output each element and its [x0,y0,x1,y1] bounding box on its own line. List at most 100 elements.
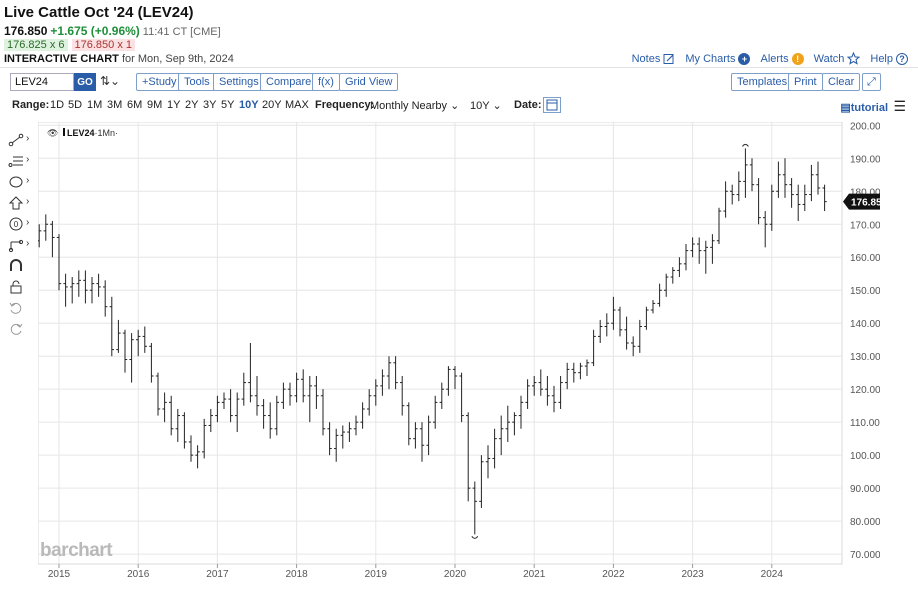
eye-icon[interactable]: 👁 [47,128,59,138]
ohlc-bar [439,382,444,409]
notes-label: Notes [631,52,661,65]
bid-ask: 176.825 x 6 176.850 x 1 [4,39,139,51]
range-2y[interactable]: 2Y [185,99,199,111]
y-tick-label: 180.000 [850,187,880,198]
notes-link[interactable]: Notes [632,52,676,65]
ohlc-bar [611,296,616,330]
compare-button[interactable]: Compare [260,73,318,91]
frequency-value: Monthly Nearby [370,100,448,112]
x-tick-label: 2021 [523,569,546,580]
templates-button[interactable]: Templates [731,73,794,91]
ohlc-bar [749,158,755,192]
redo-tool[interactable] [6,321,34,339]
ohlc-bar [644,306,649,330]
period-value: 10Y [470,100,490,112]
sort-icon[interactable]: ⇅⌄ [100,74,121,88]
range-9m[interactable]: 9M [147,99,163,111]
fib-lines-icon [8,156,23,167]
chart-toolbar: GO ⇅⌄ +Study Tools Settings Compare f(x)… [0,67,918,93]
magnet-icon [10,259,22,271]
grid-view-button[interactable]: Grid View [339,73,399,91]
ohlc-bar [697,237,702,264]
range-label: Range: [12,99,50,111]
pencil-icon [663,53,674,64]
lock-icon [10,280,22,294]
ohlc-bar [518,395,524,429]
range-1m[interactable]: 1M [87,99,103,111]
undo-icon [9,302,22,314]
alerts-link[interactable]: Alerts ! [760,52,804,65]
ohlc-bar [155,372,161,416]
ohlc-bar [723,181,728,218]
ohlc-bar [716,207,722,245]
ohlc-bar [367,389,372,416]
undo-tool[interactable] [6,300,34,318]
ohlc-bar [360,402,365,429]
magnet-tool[interactable] [6,258,34,276]
range-10y[interactable]: 10Y [239,99,259,111]
settings-button[interactable]: Settings [213,73,265,91]
y-tick-label: 190.000 [850,154,880,165]
ohlc-bar [142,326,147,353]
range-5d[interactable]: 5D [68,99,83,111]
fx-button[interactable]: f(x) [312,73,340,91]
x-tick-label: 2017 [206,569,229,580]
range-1y[interactable]: 1Y [167,99,181,111]
measure-tool[interactable]: › [6,237,34,255]
range-20y[interactable]: 20Y [262,99,282,111]
symbol-input[interactable] [10,73,74,91]
ohlc-bar [525,379,530,409]
ohlc-bar [631,336,636,357]
ohlc-bar [485,445,491,479]
watch-link[interactable]: Watch [814,52,861,65]
range-6m[interactable]: 6M [127,99,143,111]
fib-tool[interactable]: › [6,153,34,171]
line-tool[interactable]: › [6,132,34,150]
lock-tool[interactable] [6,279,34,297]
ohlc-bar [650,300,656,314]
mycharts-label: My Charts [685,52,736,65]
alert-icon: ! [791,52,804,65]
last-price: 176.850 [4,24,48,38]
price-chart[interactable]: 70.000 80.000 90.000 100.000 110.000 120.000 1… [37,121,888,584]
range-3y[interactable]: 3Y [203,99,217,111]
ohlc-bar [591,329,596,367]
period-select[interactable]: 10Y ⌄ [470,99,502,112]
mycharts-link[interactable]: My Charts + [685,52,751,65]
annotation-tool[interactable]: 0 › [6,216,34,234]
range-max[interactable]: MAX [285,99,309,111]
ohlc-bar [188,435,194,462]
range-5y[interactable]: 5Y [221,99,235,111]
ohlc-bar [109,296,114,357]
calendar-icon[interactable] [543,97,561,113]
range-3m[interactable]: 3M [107,99,123,111]
y-tick-label: 130.000 [850,352,880,363]
ohlc-bar [558,375,563,409]
help-link[interactable]: Help ? [870,52,908,65]
ohlc-bar [43,214,48,241]
go-button[interactable]: GO [74,73,96,91]
study-button[interactable]: +Study [136,73,183,91]
hamburger-menu-icon[interactable]: ☰ [893,98,906,114]
ohlc-bar [677,257,682,278]
ohlc-bar [670,267,675,284]
arrow-tool[interactable]: › [6,195,34,213]
shape-tool[interactable]: › [6,174,34,192]
range-1d[interactable]: 1D [50,99,65,111]
ohlc-bar [433,395,438,429]
ohlc-bar [63,273,68,307]
ohlc-bar [809,164,814,202]
ohlc-bar [736,171,741,202]
ohlc-bar [96,273,101,297]
tutorial-link[interactable]: ▤tutorial [840,101,888,114]
bid-size: 176.825 x 6 [4,39,68,51]
y-tick-label: 120.000 [850,385,880,396]
ohlc-bar [657,283,662,307]
ohlc-bar [446,366,451,396]
chevron-down-icon: ⌄ [492,100,502,112]
print-button[interactable]: Print [788,73,823,91]
tools-button[interactable]: Tools [178,73,216,91]
expand-icon[interactable]: ⤢ [862,73,881,91]
frequency-select[interactable]: Monthly Nearby ⌄ [370,99,459,112]
clear-button[interactable]: Clear [822,73,861,91]
